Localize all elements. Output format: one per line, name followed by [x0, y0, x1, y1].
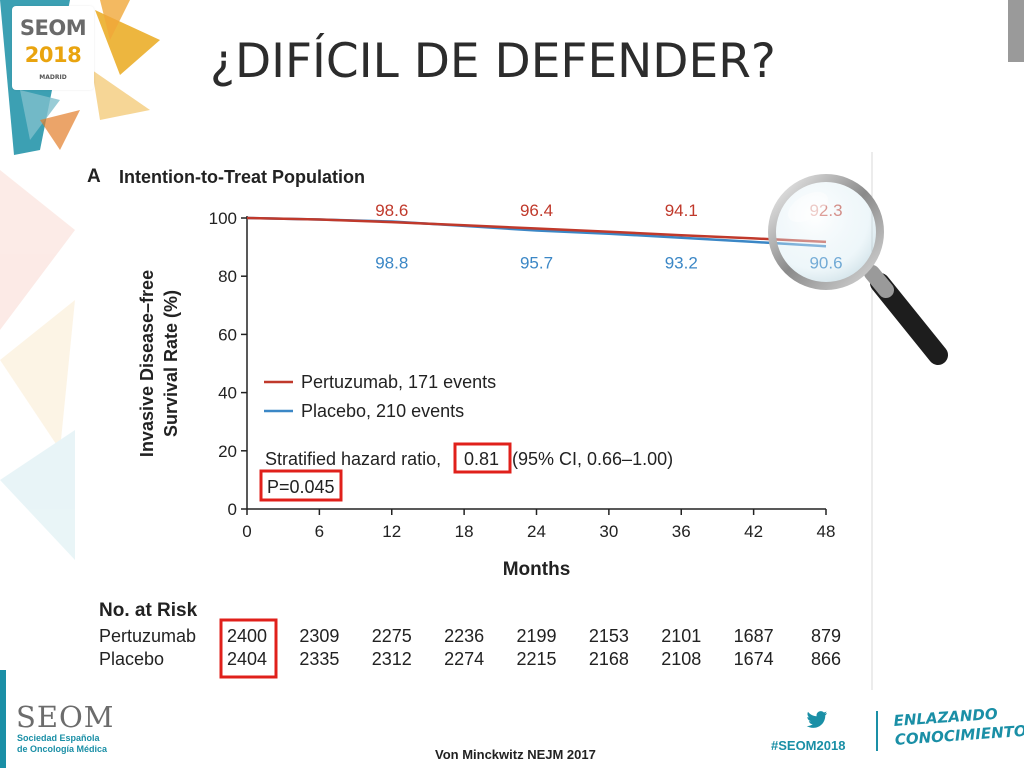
logo-city-text: MADRID [39, 74, 67, 81]
seom-footer-logo: SEOM Sociedad Española de Oncología Médi… [16, 700, 116, 756]
legend-label-pertuzumab: Pertuzumab, 171 events [301, 372, 496, 392]
footer-logo-sub1: Sociedad Española [17, 733, 100, 743]
y-tick-label: 80 [218, 267, 237, 286]
risk-table-cell: 2275 [372, 626, 412, 646]
y-tick-label: 40 [218, 384, 237, 403]
risk-table-cell: 2199 [516, 626, 556, 646]
twitter-icon [806, 711, 828, 728]
highlight-box-hazard [453, 442, 512, 474]
x-tick-label: 12 [382, 522, 401, 541]
y-tick-label: 0 [228, 500, 237, 519]
slide-title: ¿DIFÍCIL DE DEFENDER? [210, 34, 776, 89]
footer-logo-name: SEOM [16, 700, 115, 734]
footer-divider [876, 711, 878, 751]
y-tick-label: 100 [209, 209, 237, 228]
risk-table-cell: 2236 [444, 626, 484, 646]
risk-row-label: Pertuzumab [99, 626, 196, 646]
data-label-placebo: 95.7 [520, 253, 553, 272]
data-label-placebo: 93.2 [665, 253, 698, 272]
risk-table-cell: 1687 [734, 626, 774, 646]
hazard-ratio-prefix: Stratified hazard ratio, [265, 449, 441, 469]
left-edge-strip [0, 670, 6, 768]
x-tick-label: 36 [672, 522, 691, 541]
risk-table-title: No. at Risk [99, 600, 198, 621]
x-tick-label: 0 [242, 522, 251, 541]
data-label-pertuzumab: 94.1 [665, 201, 698, 220]
risk-table-cell: 2404 [227, 649, 267, 669]
citation: Von Minckwitz NEJM 2017 [435, 747, 596, 762]
risk-row-label: Placebo [99, 649, 164, 669]
risk-table-cell: 2101 [661, 626, 701, 646]
risk-table-cell: 2108 [661, 649, 701, 669]
logo-year-text: 2018 [24, 43, 82, 67]
x-tick-label: 24 [527, 522, 546, 541]
risk-table-cell: 2274 [444, 649, 484, 669]
highlight-box-risk [219, 618, 278, 679]
p-value: P=0.045 [267, 477, 335, 497]
y-axis-label-line2: Survival Rate (%) [161, 290, 181, 437]
logo-seom-text: SEOM [19, 16, 87, 40]
chart-title: Intention-to-Treat Population [119, 167, 365, 187]
faded-left-shapes [0, 170, 75, 560]
data-label-pertuzumab: 96.4 [520, 201, 553, 220]
hashtag-text: #SEOM2018 [771, 738, 846, 753]
hazard-ratio-value: 0.81 [464, 449, 499, 469]
footer-logo-sub2: de Oncología Médica [17, 744, 108, 754]
risk-table-cell: 2153 [589, 626, 629, 646]
highlight-box-pvalue [259, 469, 343, 502]
x-tick-label: 6 [315, 522, 324, 541]
y-tick-label: 60 [218, 325, 237, 344]
risk-table-cell: 2215 [516, 649, 556, 669]
risk-table-cell: 2309 [299, 626, 339, 646]
x-axis-label: Months [503, 559, 571, 580]
x-tick-label: 42 [744, 522, 763, 541]
panel-label: A [87, 166, 101, 187]
risk-table-cell: 2400 [227, 626, 267, 646]
risk-table-cell: 866 [811, 649, 841, 669]
seom-2018-logo: SEOM 2018 MADRID [12, 6, 94, 90]
hazard-ratio-ci: (95% CI, 0.66–1.00) [512, 449, 673, 469]
series-line-pertuzumab [246, 216, 827, 244]
risk-table-cell: 2312 [372, 649, 412, 669]
risk-table-cell: 2168 [589, 649, 629, 669]
data-label-placebo: 98.8 [375, 253, 408, 272]
right-edge-strip [1008, 0, 1024, 62]
x-tick-label: 30 [599, 522, 618, 541]
risk-table-cell: 1674 [734, 649, 774, 669]
y-axis-label-line1: Invasive Disease–free [137, 270, 157, 457]
risk-table-cell: 879 [811, 626, 841, 646]
km-figure-panel: A Intention-to-Treat Population 0 20 40 60 80 1… [75, 152, 873, 690]
data-label-pertuzumab: 98.6 [375, 201, 408, 220]
km-chart: A Intention-to-Treat Population0204060801… [87, 152, 873, 690]
x-tick-label: 48 [817, 522, 836, 541]
legend-label-placebo: Placebo, 210 events [301, 401, 464, 421]
risk-table-cell: 2335 [299, 649, 339, 669]
y-tick-label: 20 [218, 442, 237, 461]
x-tick-label: 18 [455, 522, 474, 541]
